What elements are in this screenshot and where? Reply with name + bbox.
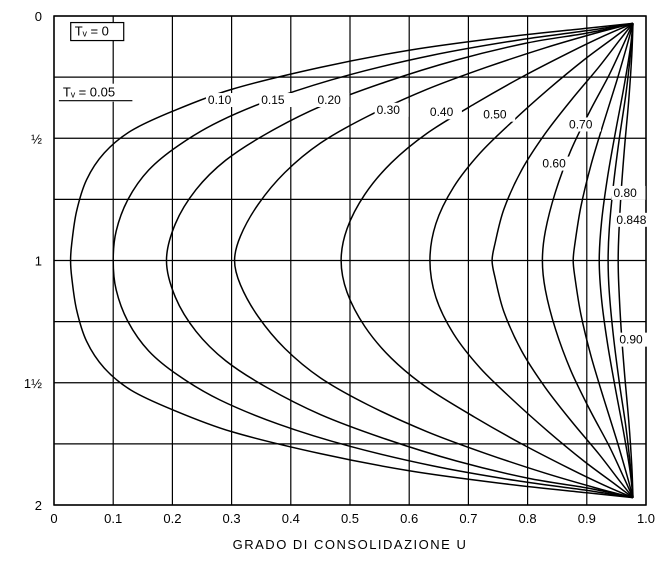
x-tick-label: 0.3	[223, 511, 241, 526]
tv-label-1: Tᵥ = 0.05	[63, 85, 115, 100]
x-tick-label: 0.7	[459, 511, 477, 526]
consolidation-chart: 0.100.150.200.300.400.500.600.700.800.84…	[0, 0, 658, 565]
x-tick-label: 0.6	[400, 511, 418, 526]
y-tick-label: 2	[35, 498, 42, 513]
tv-labels: Tᵥ = 0 Tᵥ = 0.05	[59, 23, 135, 102]
y-tick-label: 1	[35, 254, 42, 269]
x-axis-ticks: 0 0.1 0.2 0.3 0.4 0.5 0.6 0.7 0.8 0.9 1.0	[50, 511, 655, 526]
y-tick-label: 1½	[24, 376, 42, 391]
grid	[54, 16, 646, 505]
curve-label-0.6: 0.60	[542, 157, 566, 171]
curve-label-0.5: 0.50	[483, 108, 507, 122]
curve-label-0.4: 0.40	[430, 105, 454, 119]
curve-label-0.1: 0.10	[208, 93, 232, 107]
curve-label-0.3: 0.30	[377, 103, 401, 117]
curve-label-0.7: 0.70	[569, 117, 593, 131]
x-tick-label: 1.0	[637, 511, 655, 526]
y-tick-label: ½	[31, 131, 42, 146]
y-tick-label: 0	[35, 9, 42, 24]
curve-label-0.8: 0.80	[613, 186, 637, 200]
x-tick-label: 0	[50, 511, 57, 526]
curve-label-0.15: 0.15	[261, 93, 285, 107]
x-tick-label: 0.2	[163, 511, 181, 526]
curve-label-0.2: 0.20	[317, 93, 341, 107]
chart-svg: 0.100.150.200.300.400.500.600.700.800.84…	[0, 0, 658, 565]
x-tick-label: 0.1	[104, 511, 122, 526]
x-tick-label: 0.8	[519, 511, 537, 526]
x-tick-label: 0.9	[578, 511, 596, 526]
x-tick-label: 0.4	[282, 511, 300, 526]
curve-label-0.848: 0.848	[616, 213, 646, 227]
x-axis-title: GRADO DI CONSOLIDAZIONE U	[233, 537, 468, 552]
curve-label-0.9: 0.90	[619, 333, 643, 347]
y-axis-ticks: 0 ½ 1 1½ 2	[24, 9, 42, 513]
x-tick-label: 0.5	[341, 511, 359, 526]
tv-label-0: Tᵥ = 0	[75, 24, 109, 39]
